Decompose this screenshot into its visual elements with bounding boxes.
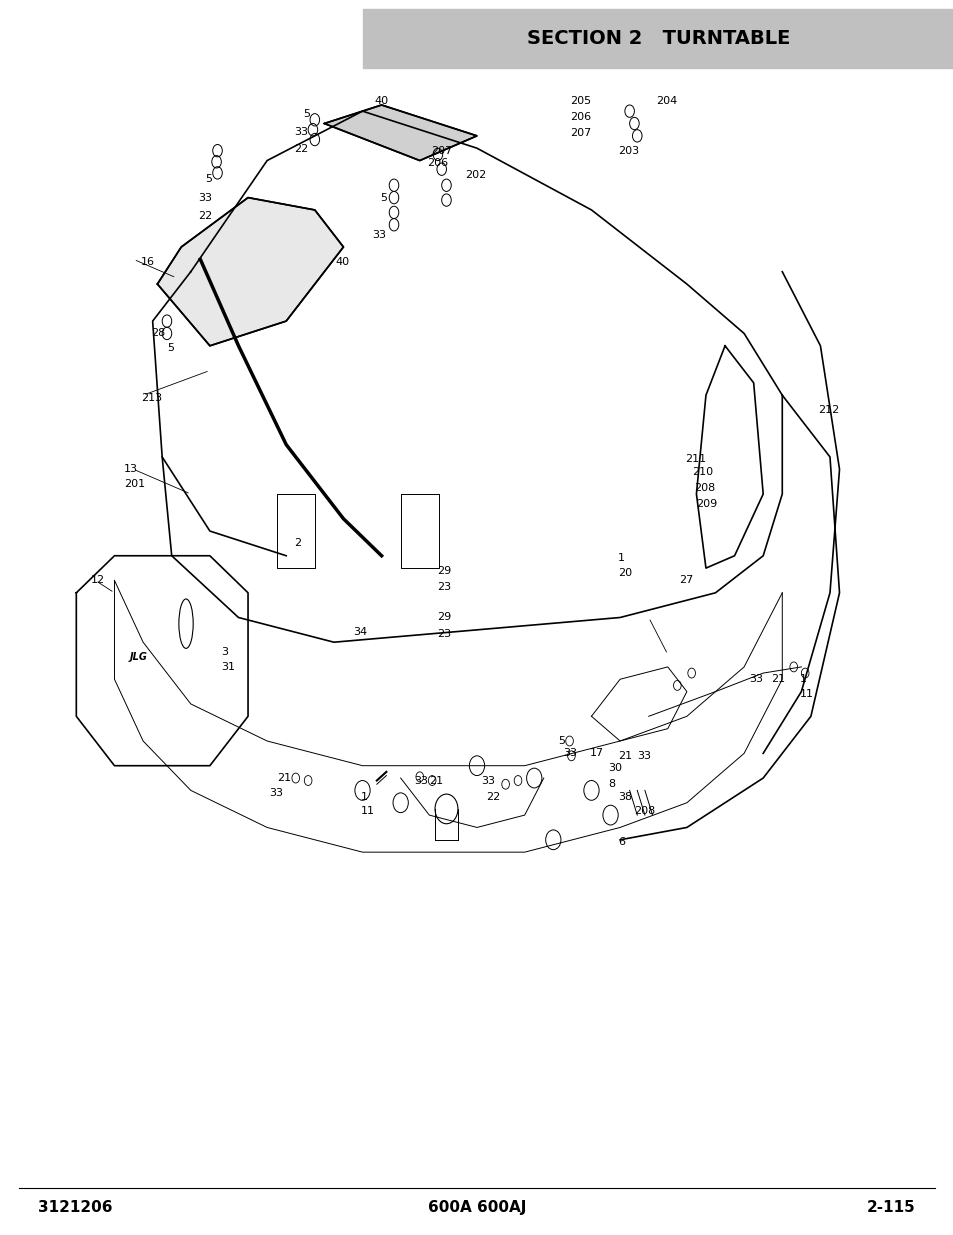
Text: 5: 5 xyxy=(303,109,310,119)
Text: 33: 33 xyxy=(637,751,651,761)
Text: 8: 8 xyxy=(608,779,615,789)
Text: 30: 30 xyxy=(608,763,622,773)
Text: 208: 208 xyxy=(634,806,655,816)
Text: 16: 16 xyxy=(141,257,155,267)
Text: 33: 33 xyxy=(294,127,308,137)
Text: 33: 33 xyxy=(562,748,577,758)
Text: 29: 29 xyxy=(436,613,451,622)
Text: 207: 207 xyxy=(431,146,452,156)
Text: 5: 5 xyxy=(167,343,173,353)
Text: 2-115: 2-115 xyxy=(866,1200,915,1215)
Text: 1: 1 xyxy=(618,553,624,563)
Text: 13: 13 xyxy=(124,464,138,474)
Text: 213: 213 xyxy=(141,393,162,403)
Text: 206: 206 xyxy=(570,112,591,122)
Text: 210: 210 xyxy=(691,467,712,477)
Polygon shape xyxy=(157,198,343,346)
FancyBboxPatch shape xyxy=(362,9,953,68)
Text: 23: 23 xyxy=(436,582,451,592)
Text: 40: 40 xyxy=(335,257,350,267)
Text: 5: 5 xyxy=(379,193,386,203)
Text: 21: 21 xyxy=(618,751,632,761)
Text: 29: 29 xyxy=(436,566,451,576)
Text: 34: 34 xyxy=(353,627,367,637)
Text: 2: 2 xyxy=(294,538,300,548)
Text: 21: 21 xyxy=(770,674,784,684)
Text: 22: 22 xyxy=(486,792,500,802)
Text: 38: 38 xyxy=(618,792,632,802)
Text: 203: 203 xyxy=(618,146,639,156)
Text: 206: 206 xyxy=(427,158,448,168)
Text: 17: 17 xyxy=(589,748,603,758)
Text: 22: 22 xyxy=(198,211,213,221)
Text: 20: 20 xyxy=(618,568,632,578)
Text: 3: 3 xyxy=(221,647,228,657)
Text: 201: 201 xyxy=(124,479,145,489)
Text: 5: 5 xyxy=(205,174,212,184)
Text: 1: 1 xyxy=(799,674,805,684)
Text: 5: 5 xyxy=(558,736,564,746)
Text: 202: 202 xyxy=(465,170,486,180)
Text: 22: 22 xyxy=(294,144,308,154)
Text: 33: 33 xyxy=(198,193,213,203)
Text: 211: 211 xyxy=(684,454,705,464)
Text: 1: 1 xyxy=(360,792,367,802)
Text: 33: 33 xyxy=(372,230,386,240)
Text: 3121206: 3121206 xyxy=(38,1200,112,1215)
Text: 600A 600AJ: 600A 600AJ xyxy=(427,1200,526,1215)
Text: 6: 6 xyxy=(618,837,624,847)
Text: 28: 28 xyxy=(151,329,165,338)
Text: 33: 33 xyxy=(748,674,762,684)
Text: 33: 33 xyxy=(269,788,283,798)
Text: JLG: JLG xyxy=(130,652,147,662)
Text: 21: 21 xyxy=(429,776,443,785)
Text: 209: 209 xyxy=(696,499,717,509)
Text: 212: 212 xyxy=(818,405,839,415)
Text: 207: 207 xyxy=(570,128,591,138)
Text: 204: 204 xyxy=(656,96,677,106)
Text: 205: 205 xyxy=(570,96,591,106)
Text: 33: 33 xyxy=(480,776,495,785)
Text: 11: 11 xyxy=(360,806,375,816)
Polygon shape xyxy=(324,105,476,161)
Text: 27: 27 xyxy=(679,576,693,585)
Text: 40: 40 xyxy=(374,96,388,106)
Text: 33: 33 xyxy=(414,776,428,785)
Text: 31: 31 xyxy=(221,662,235,672)
Text: 11: 11 xyxy=(799,689,813,699)
Text: SECTION 2   TURNTABLE: SECTION 2 TURNTABLE xyxy=(526,28,789,48)
Text: 21: 21 xyxy=(276,773,291,783)
Text: 23: 23 xyxy=(436,629,451,638)
Text: 12: 12 xyxy=(91,576,105,585)
Text: 208: 208 xyxy=(694,483,715,493)
